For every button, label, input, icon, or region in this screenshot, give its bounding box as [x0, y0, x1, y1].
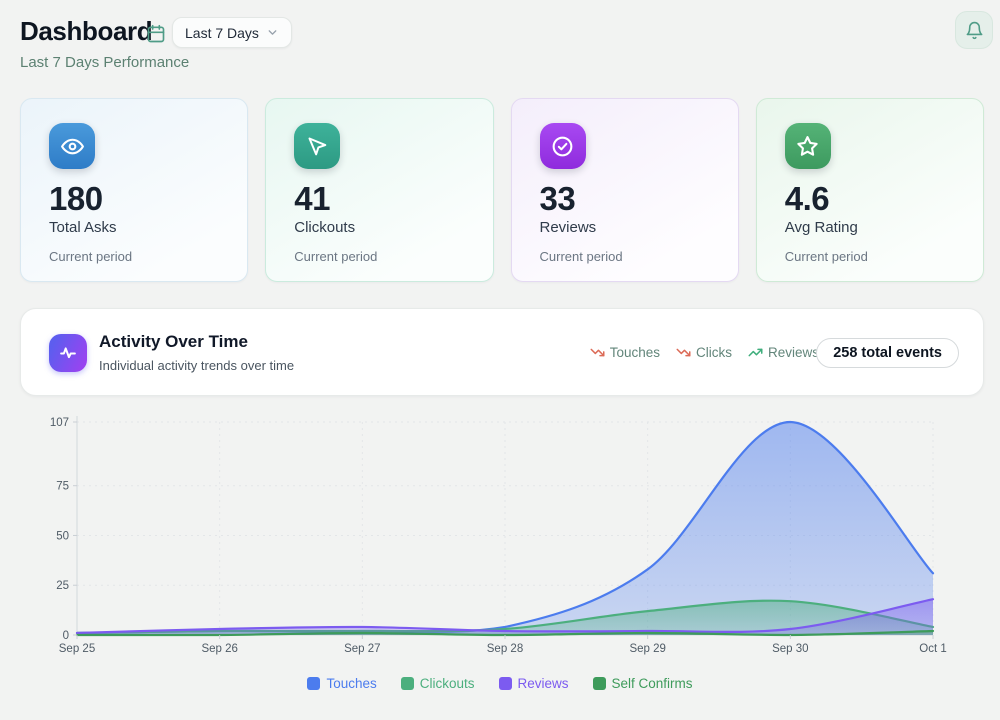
svg-text:Sep 28: Sep 28	[487, 643, 523, 655]
stat-card-reviews: 33 Reviews Current period	[510, 98, 739, 282]
mouse-pointer-icon	[294, 123, 341, 169]
stat-label: Reviews	[539, 219, 597, 236]
stat-cards-row: 180 Total Asks Current period 41 Clickou…	[20, 98, 984, 282]
page-subtitle: Last 7 Days Performance	[20, 54, 190, 71]
legend-item-reviews: Reviews	[498, 676, 569, 691]
trend-item-clicks: Clicks	[676, 345, 732, 360]
chart-legend: Touches Clickouts Reviews Self Confirms	[0, 676, 1000, 691]
stat-value: 41	[294, 180, 330, 217]
trend-label: Clicks	[695, 344, 732, 360]
svg-text:Sep 25: Sep 25	[59, 643, 95, 655]
trend-legend: Touches Clicks Reviews	[590, 309, 819, 395]
stat-label: Clickouts	[294, 219, 356, 236]
svg-text:50: 50	[56, 530, 69, 542]
page-title: Dashboard	[20, 16, 153, 46]
stat-label: Avg Rating	[784, 219, 858, 236]
legend-label: Self Confirms	[611, 676, 693, 691]
activity-section-card: Activity Over Time Individual activity t…	[20, 308, 984, 396]
legend-item-clickouts: Clickouts	[400, 676, 475, 691]
stat-value: 33	[539, 180, 576, 217]
legend-label: Reviews	[517, 676, 569, 691]
notifications-button[interactable]	[955, 11, 993, 49]
date-range-label: Last 7 Days	[185, 24, 259, 41]
svg-text:25: 25	[56, 580, 69, 592]
svg-text:Sep 26: Sep 26	[201, 643, 237, 655]
stat-card-total-asks: 180 Total Asks Current period	[20, 98, 249, 282]
stat-sublabel: Current period	[539, 249, 623, 264]
stat-card-clickouts: 41 Clickouts Current period	[265, 98, 494, 282]
trend-item-reviews: Reviews	[748, 345, 819, 360]
legend-item-self-confirms: Self Confirms	[592, 676, 693, 691]
svg-text:Oct 1: Oct 1	[919, 643, 946, 655]
bell-icon	[965, 21, 984, 40]
date-range-dropdown[interactable]: Last 7 Days	[172, 17, 292, 48]
svg-text:75: 75	[56, 481, 69, 493]
star-icon	[784, 123, 831, 169]
svg-text:0: 0	[63, 630, 69, 642]
legend-item-touches: Touches	[307, 676, 377, 691]
stat-card-avg-rating: 4.6 Avg Rating Current period	[755, 98, 984, 282]
svg-text:Sep 29: Sep 29	[629, 643, 665, 655]
stat-value: 4.6	[784, 180, 830, 217]
activity-subtitle: Individual activity trends over time	[99, 358, 295, 373]
legend-label: Clickouts	[419, 676, 475, 691]
svg-text:Sep 30: Sep 30	[772, 643, 808, 655]
calendar-icon	[146, 24, 166, 47]
activity-title: Activity Over Time	[99, 332, 248, 351]
trend-label: Reviews	[767, 344, 819, 360]
check-circle-icon	[539, 123, 586, 169]
trending-down-icon	[590, 348, 605, 356]
legend-swatch	[592, 677, 606, 690]
legend-swatch	[400, 677, 414, 690]
legend-swatch	[498, 677, 512, 690]
trend-item-touches: Touches	[590, 345, 660, 360]
svg-text:Sep 27: Sep 27	[344, 643, 380, 655]
calendar-icon-button[interactable]	[146, 24, 166, 44]
stat-sublabel: Current period	[49, 249, 133, 264]
total-events-badge: 258 total events	[816, 338, 959, 368]
legend-label: Touches	[326, 676, 377, 691]
activity-area-chart: 0 25 50 75 107 Sep 25 Sep 26 Sep 27 Sep 28 Sep 29…	[18, 408, 983, 658]
trending-down-icon	[676, 348, 691, 356]
svg-text:107: 107	[50, 417, 69, 429]
stat-label: Total Asks	[49, 219, 117, 236]
stat-sublabel: Current period	[294, 249, 378, 264]
activity-pulse-icon	[49, 334, 87, 372]
stat-sublabel: Current period	[784, 249, 868, 264]
legend-swatch	[307, 677, 321, 690]
stat-value: 180	[49, 180, 103, 217]
trending-up-icon	[748, 348, 763, 356]
trend-label: Touches	[609, 344, 660, 360]
chevron-down-icon	[266, 26, 279, 39]
eye-icon	[49, 123, 95, 169]
